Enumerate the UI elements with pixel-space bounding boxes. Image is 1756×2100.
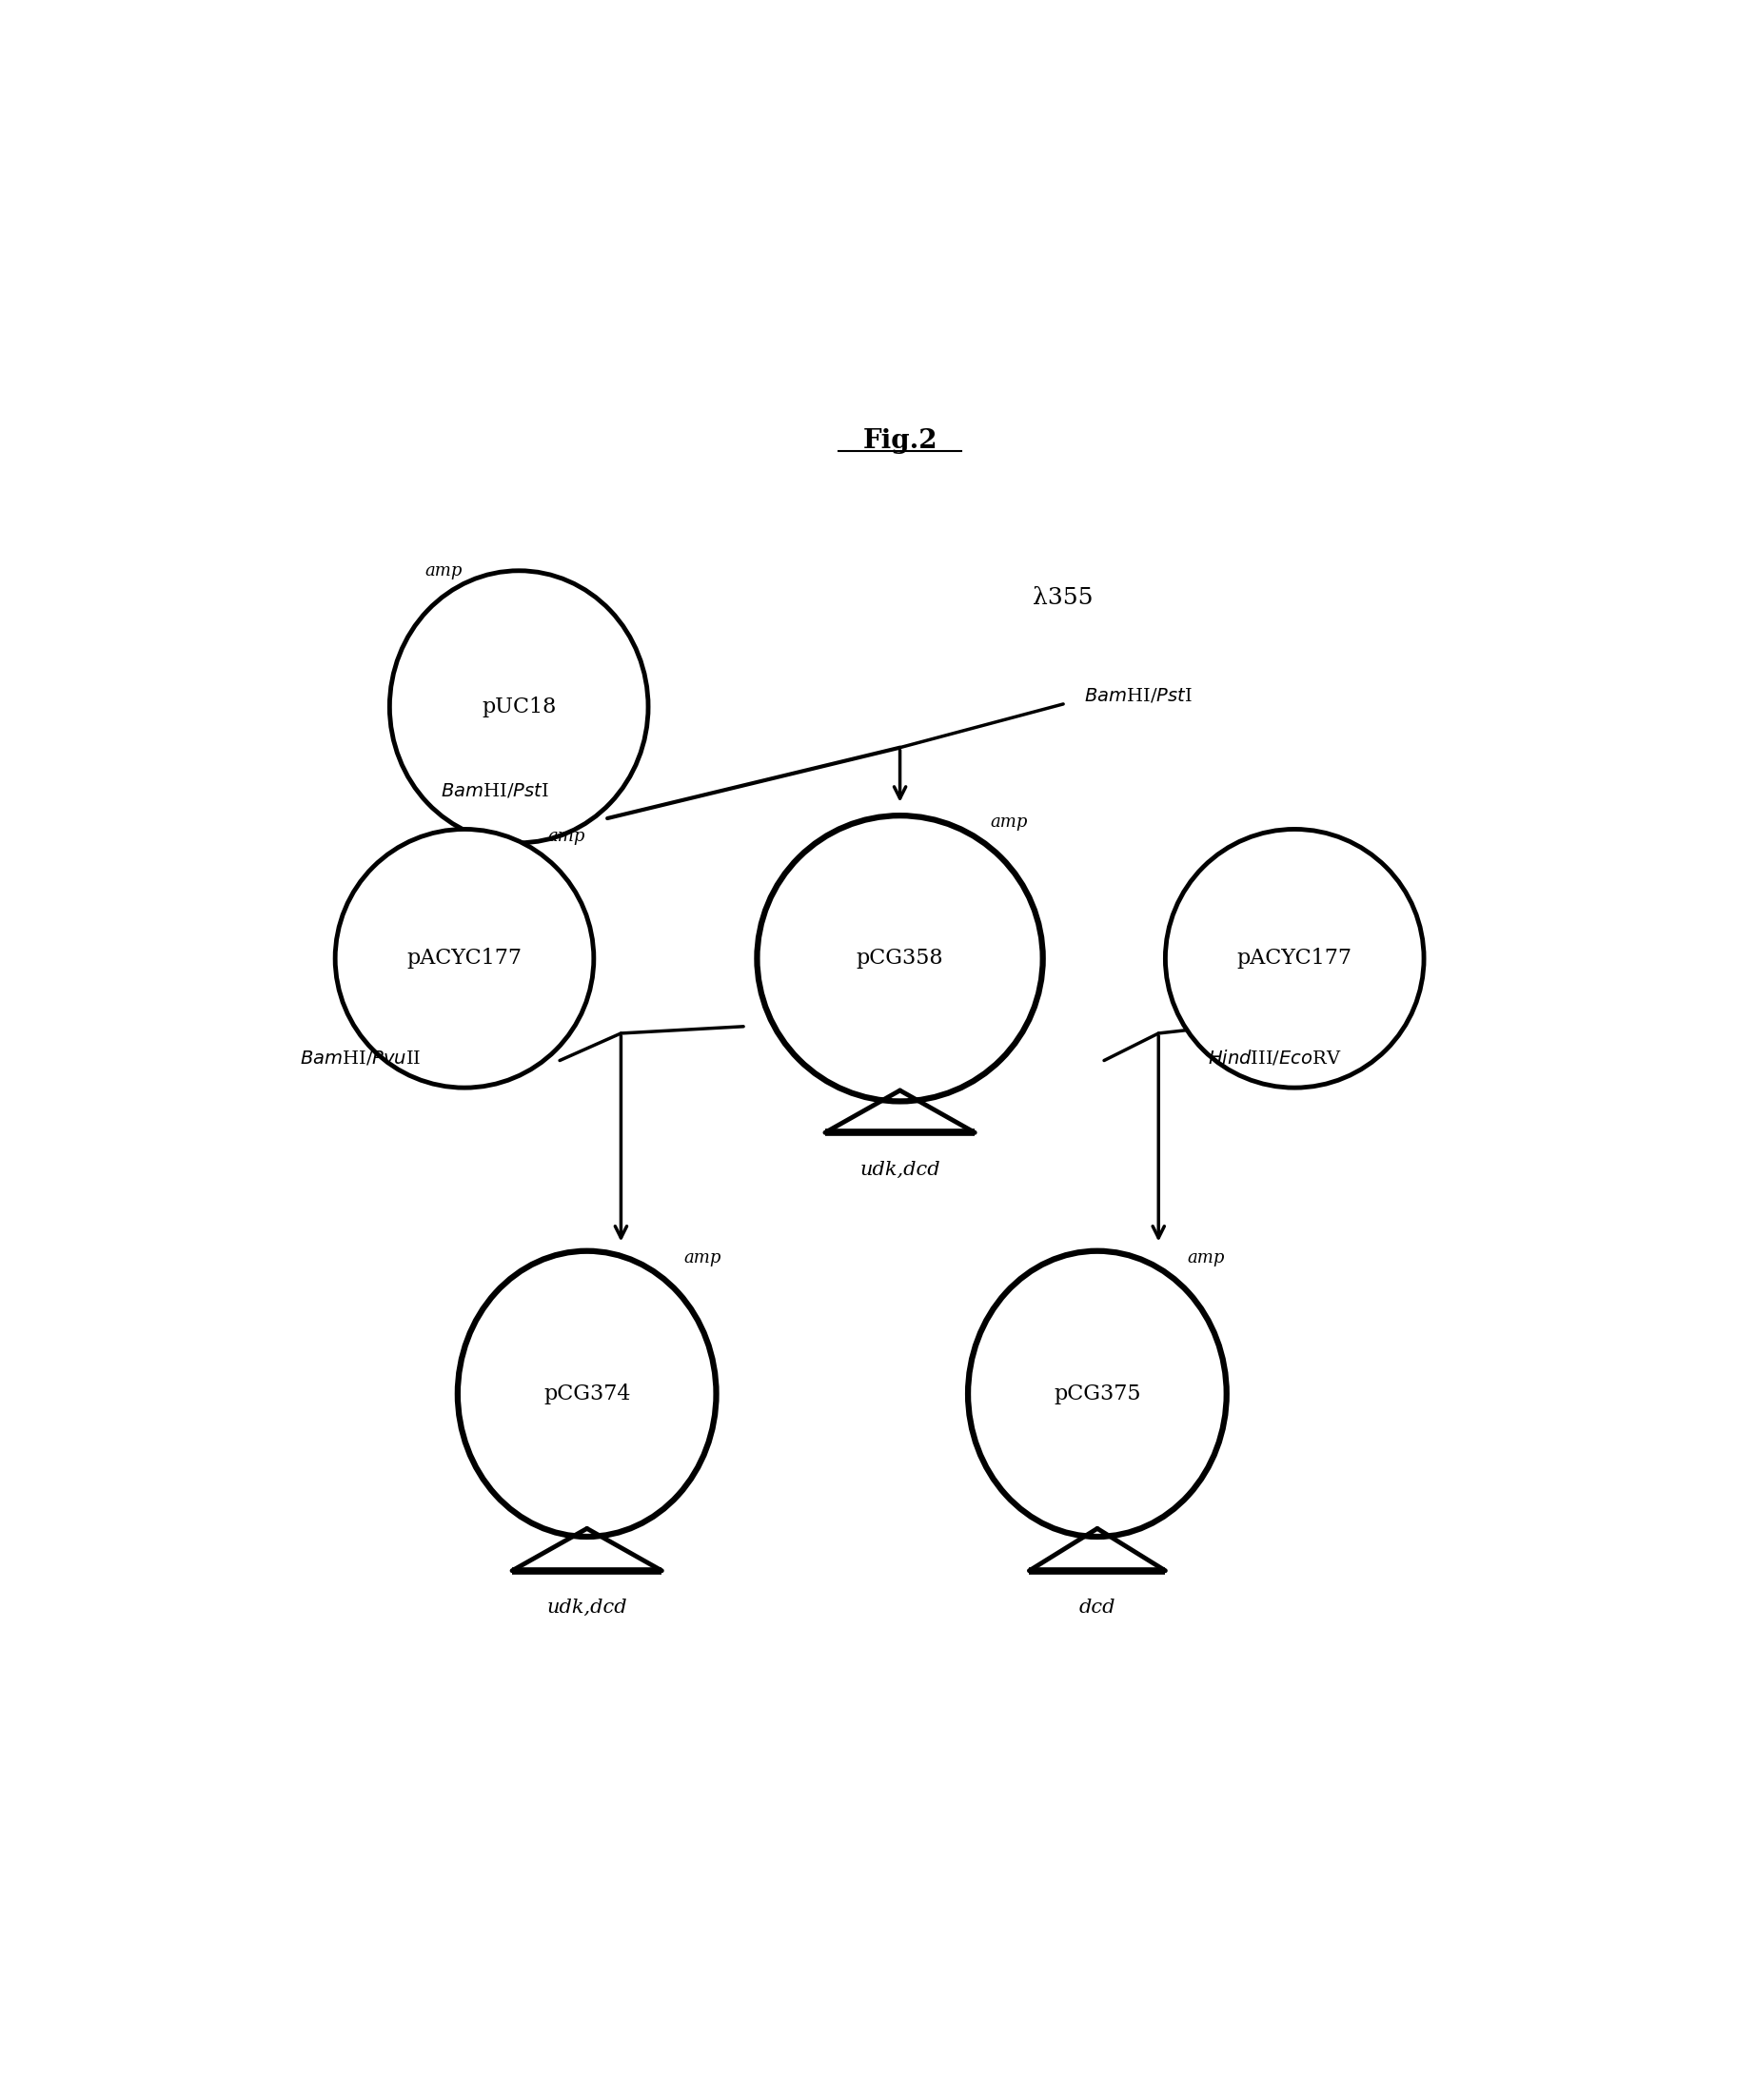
Text: amp: amp: [990, 815, 1027, 832]
Text: pACYC177: pACYC177: [407, 947, 522, 968]
Text: pCG358: pCG358: [857, 947, 943, 968]
Ellipse shape: [335, 830, 594, 1088]
Text: pUC18: pUC18: [481, 697, 557, 718]
Text: λ355: λ355: [1033, 588, 1094, 609]
Text: amp: amp: [548, 827, 585, 844]
Text: pACYC177: pACYC177: [1236, 947, 1352, 968]
Text: pCG374: pCG374: [543, 1384, 630, 1405]
Text: udk,dcd: udk,dcd: [546, 1598, 627, 1617]
Text: $\it{Bam}$HI/$\it{Pst}$I: $\it{Bam}$HI/$\it{Pst}$I: [441, 781, 550, 800]
Text: udk,dcd: udk,dcd: [860, 1161, 939, 1178]
Text: $\it{Bam}$HI/$\it{Pst}$I: $\it{Bam}$HI/$\it{Pst}$I: [1083, 687, 1192, 706]
Text: amp: amp: [1187, 1250, 1226, 1266]
Ellipse shape: [458, 1252, 716, 1537]
Text: Fig.2: Fig.2: [862, 428, 938, 454]
Text: amp: amp: [425, 563, 464, 580]
Text: $\it{Bam}$HI/$\it{Pvu}$II: $\it{Bam}$HI/$\it{Pvu}$II: [300, 1048, 421, 1067]
Ellipse shape: [1166, 830, 1424, 1088]
Ellipse shape: [390, 571, 648, 842]
Text: amp: amp: [683, 1250, 722, 1266]
Text: $\it{Hind}$III/$\it{Eco}$RV: $\it{Hind}$III/$\it{Eco}$RV: [1208, 1048, 1342, 1067]
Text: pCG375: pCG375: [1054, 1384, 1141, 1405]
Ellipse shape: [968, 1252, 1226, 1537]
Text: dcd: dcd: [1078, 1598, 1115, 1617]
Ellipse shape: [757, 815, 1043, 1100]
